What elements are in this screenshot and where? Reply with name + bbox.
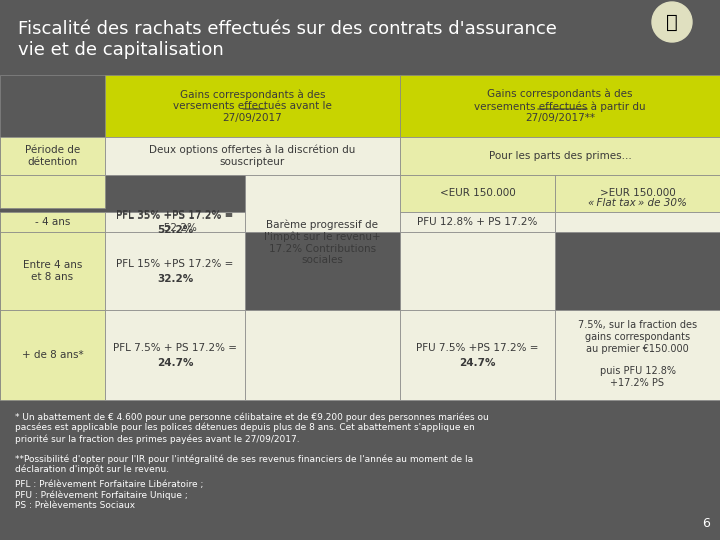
Text: Pour les parts des primes...: Pour les parts des primes... [489,151,631,161]
Text: + de 8 ans*: + de 8 ans* [22,350,84,360]
Bar [0,0,720,75]
Bar [555,310,720,400]
Bar [400,212,555,232]
Bar [105,137,400,175]
Bar [400,310,555,400]
Text: PFU 7.5% +PS 17.2% =: PFU 7.5% +PS 17.2% = [416,343,539,353]
Bar [400,232,555,310]
Text: PFL 35% +PS 17.2% =
   52.2%: PFL 35% +PS 17.2% = 52.2% [117,211,234,233]
Text: PFL : Prélèvement Forfaitaire Libératoire ;
PFU : Prélèvement Forfaitaire Unique: PFL : Prélèvement Forfaitaire Libératoir… [15,480,203,510]
Bar [400,175,555,212]
Bar [245,310,400,400]
Text: PFL 7.5% + PS 17.2% =: PFL 7.5% + PS 17.2% = [113,343,237,353]
Bar [245,175,400,232]
Bar [0,75,105,137]
Bar [0,232,105,310]
Text: « Flat tax » de 30%: « Flat tax » de 30% [588,199,687,208]
Bar [105,232,245,310]
Text: <EUR 150.000: <EUR 150.000 [440,188,516,199]
Bar [0,137,105,175]
Text: puis PFU 12.8%
+17.2% PS: puis PFU 12.8% +17.2% PS [600,366,675,388]
Text: 7.5%, sur la fraction des
gains correspondants
au premier €150.000: 7.5%, sur la fraction des gains correspo… [578,320,697,354]
Text: PFU 12.8% + PS 17.2%: PFU 12.8% + PS 17.2% [418,217,538,227]
Bar [0,212,105,232]
Text: 32.2%: 32.2% [157,274,193,284]
Bar [555,175,720,212]
Circle shape [652,2,692,42]
Bar [400,137,720,175]
Text: Deux options offertes à la discrétion du
souscripteur: Deux options offertes à la discrétion du… [149,145,356,167]
Bar [0,310,105,400]
Bar [555,212,720,232]
Text: Période de
détention: Période de détention [25,145,80,167]
Text: 24.7%: 24.7% [459,358,496,368]
Text: >EUR 150.000: >EUR 150.000 [600,188,675,199]
Bar [0,175,105,208]
Bar [105,75,400,137]
Text: Gains correspondants à des
versements effectués avant le
27/09/2017: Gains correspondants à des versements ef… [173,89,332,123]
Text: Gains correspondants à des
versements effectués à partir du
27/09/2017**: Gains correspondants à des versements ef… [474,89,646,123]
Bar [105,212,245,232]
Text: Entre 4 ans
et 8 ans: Entre 4 ans et 8 ans [23,260,82,282]
Text: * Un abattement de € 4.600 pour une personne célibataire et de €9.200 pour des p: * Un abattement de € 4.600 pour une pers… [15,412,489,443]
Text: PFL 15% +PS 17.2% =: PFL 15% +PS 17.2% = [117,259,234,269]
Text: Barème progressif de
l'impôt sur le revenu+
17.2% Contributions
sociales: Barème progressif de l'impôt sur le reve… [264,220,381,266]
Text: 6: 6 [702,517,710,530]
Text: **Possibilité d'opter pour l'IR pour l'intégralité de ses revenus financiers de : **Possibilité d'opter pour l'IR pour l'i… [15,454,473,475]
Text: 🦁: 🦁 [666,12,678,31]
Bar [105,310,245,400]
Text: Fiscalité des rachats effectués sur des contrats d'assurance
vie et de capitalis: Fiscalité des rachats effectués sur des … [18,20,557,59]
Text: PFL 35% +PS 17.2% =: PFL 35% +PS 17.2% = [117,210,234,220]
Bar [400,75,720,137]
Text: - 4 ans: - 4 ans [35,217,70,227]
Text: 52.2%: 52.2% [157,225,193,235]
Text: 24.7%: 24.7% [157,358,193,368]
